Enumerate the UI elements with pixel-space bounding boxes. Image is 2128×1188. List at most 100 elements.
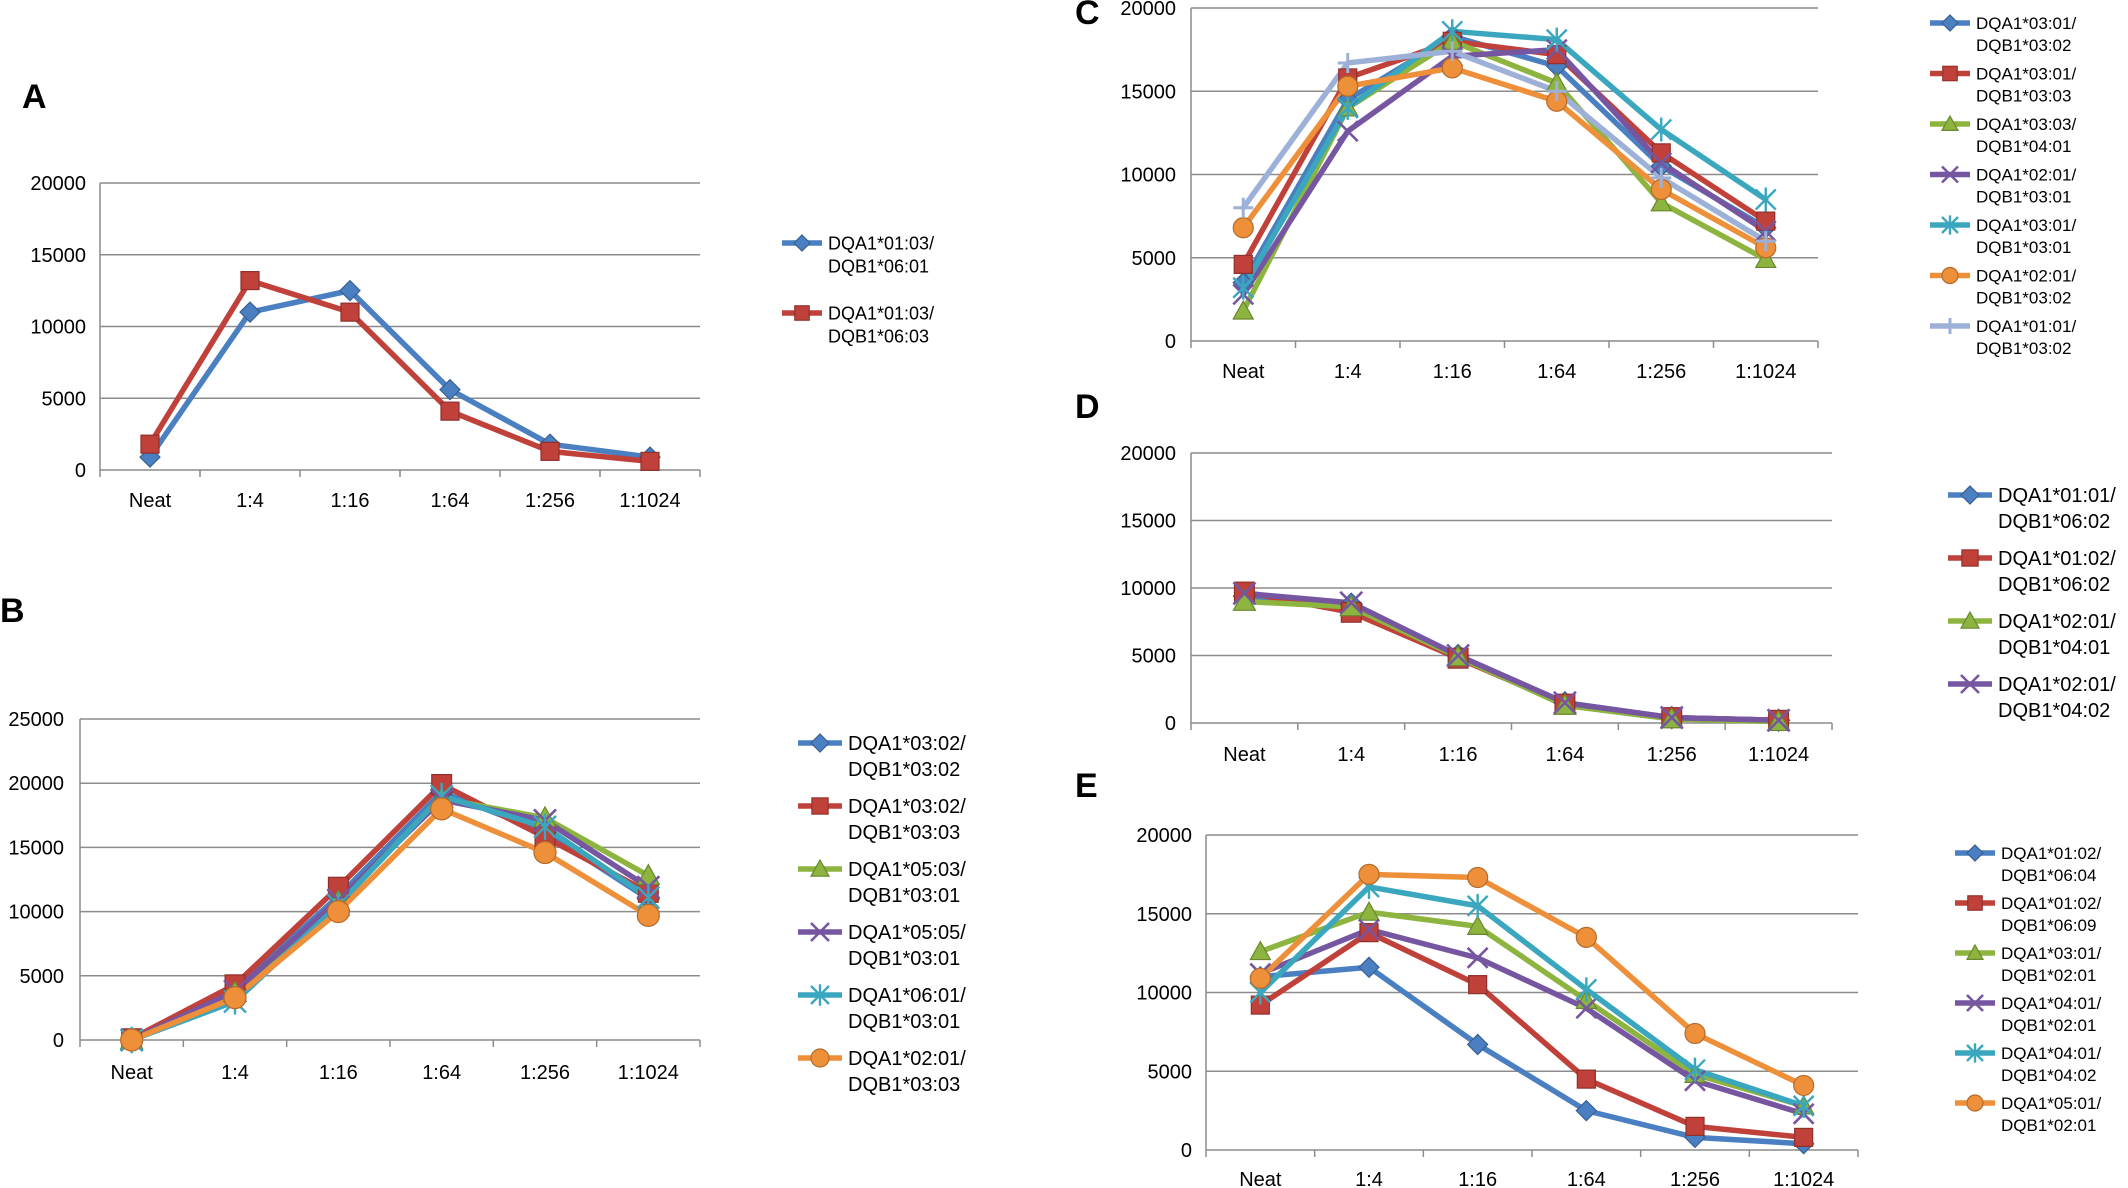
y-tick-label: 10000: [8, 902, 64, 924]
legend-entry: DQA1*01:02/DQB1*06:04: [1955, 844, 2101, 885]
data-point: [1233, 197, 1254, 218]
series-line-6: [128, 806, 652, 1043]
data-point: [140, 434, 160, 454]
legend-label: DQA1*01:02/DQB1*06:09: [2001, 894, 2101, 935]
legend-label: DQA1*03:01/DQB1*02:01: [2001, 944, 2101, 985]
x-tick-label: 1:1024: [1773, 1169, 1834, 1188]
data-point: [1232, 581, 1257, 606]
y-tick-label: 0: [1181, 1140, 1192, 1162]
legend-entry: DQA1*03:01/DQB1*03:03: [1930, 64, 2076, 106]
legend-entry: DQA1*06:01/DQB1*03:01: [798, 984, 966, 1033]
legend-marker: [1966, 1043, 1984, 1063]
series-line-4: [1241, 590, 1782, 724]
legend-marker: [809, 858, 831, 877]
y-tick-label: 10000: [30, 317, 86, 339]
legend-label: DQA1*03:01/DQB1*03:02: [1976, 14, 2076, 55]
x-tick-label: 1:16: [1433, 361, 1472, 383]
y-tick-label: 5000: [1132, 646, 1177, 668]
legend-marker: [810, 733, 830, 753]
data-point: [1793, 1074, 1815, 1097]
series-line-7: [1240, 48, 1769, 244]
data-point: [440, 401, 460, 421]
x-tick-label: 1:4: [1337, 744, 1365, 766]
data-point: [1575, 977, 1598, 1002]
data-point: [1650, 117, 1673, 142]
legend-entry: DQA1*01:01/DQB1*06:02: [1948, 485, 2116, 533]
y-tick-label: 15000: [1136, 904, 1192, 926]
series-line-5: [1257, 884, 1807, 1109]
data-point: [430, 797, 454, 821]
x-tick-label: 1:4: [236, 490, 264, 512]
x-tick-label: 1:256: [1647, 744, 1697, 766]
data-point: [1232, 217, 1254, 239]
data-point: [533, 813, 557, 841]
legend-entry: DQA1*02:01/DQB1*04:02: [1948, 674, 2116, 722]
data-point: [1575, 926, 1597, 948]
series-line-1: [1241, 593, 1782, 724]
chart-panel-c: C 0 5000 10000 15000 20000 Neat 1:4 1:16 1:64 1:25…: [1075, 0, 2076, 383]
data-point: [1553, 690, 1577, 715]
legend-label: DQA1*05:01/DQB1*02:01: [2001, 1094, 2101, 1135]
legend-marker: [1960, 485, 1980, 505]
chart-panel-b: B 0 5000 10000 15000 20000 25000 Neat 1:4 1:16 1:6…: [0, 592, 966, 1096]
data-point: [1754, 248, 1777, 269]
legend-label: DQA1*01:03/DQB1*06:03: [828, 303, 934, 346]
data-point: [1339, 590, 1364, 615]
legend-entry: DQA1*03:03/DQB1*04:01: [1930, 114, 2076, 156]
data-point: [1659, 705, 1684, 730]
series-line-2: [1257, 929, 1807, 1141]
data-point: [1766, 708, 1791, 733]
x-tick-label: 1:4: [1355, 1169, 1383, 1188]
y-tick-label: 0: [53, 1030, 64, 1052]
y-tick-label: 20000: [1120, 443, 1176, 465]
legend-entry: DQA1*02:01/DQB1*03:02: [1930, 266, 2076, 308]
series-line-3: [1257, 909, 1807, 1109]
data-point: [1754, 187, 1777, 212]
data-point: [1650, 191, 1673, 212]
chart-panel-e: E 0 5000 10000 15000 20000 Neat 1:4 1:16 1:64 1:25…: [1075, 767, 2101, 1188]
data-point: [636, 903, 660, 928]
legend-label: DQA1*03:01/DQB1*03:01: [1976, 216, 2076, 257]
legend-label: DQA1*02:01/DQB1*03:02: [1976, 266, 2076, 307]
y-tick-label: 5000: [20, 966, 65, 988]
x-tick-label: 1:4: [1334, 361, 1362, 383]
data-point: [533, 840, 557, 865]
legend-label: DQA1*01:03/DQB1*06:01: [828, 233, 934, 276]
x-tick-label: 1:1024: [1748, 744, 1809, 766]
legend-entry: DQA1*01:01/DQB1*03:02: [1930, 317, 2076, 358]
legend-entry: DQA1*03:01/DQB1*03:01: [1930, 215, 2076, 257]
y-tick-label: 15000: [8, 837, 64, 859]
legend-marker: [1959, 610, 1981, 629]
x-tick-label: 1:1024: [619, 490, 680, 512]
x-tick-label: 1:256: [1670, 1169, 1720, 1188]
legend-entry: DQA1*03:01/DQB1*02:01: [1955, 943, 2101, 985]
data-point: [326, 899, 350, 924]
data-point: [1684, 1057, 1706, 1082]
data-point: [1650, 151, 1673, 174]
data-point: [1651, 143, 1671, 163]
legend-label: DQA1*01:02/DQB1*06:02: [1998, 548, 2116, 596]
legend-label: DQA1*06:01/DQB1*03:01: [848, 985, 966, 1033]
data-point: [1466, 1033, 1489, 1056]
legend-label: DQA1*03:02/DQB1*03:03: [848, 796, 966, 844]
y-tick-label: 20000: [8, 773, 64, 795]
chart-panel-a: A 0 5000 10000 15000 20000 Neat 1:4 1:16 1:64 1:25…: [22, 78, 934, 512]
panel-letter: E: [1075, 767, 1098, 805]
data-point: [120, 1028, 144, 1052]
legend-marker: [1961, 549, 1979, 567]
y-tick-label: 15000: [30, 245, 86, 267]
series-line-5: [128, 793, 652, 1043]
series-line-1: [1257, 964, 1807, 1147]
data-point: [1233, 254, 1253, 275]
x-tick-label: 1:64: [422, 1062, 461, 1084]
series-line-4: [1240, 46, 1769, 298]
y-tick-label: 0: [1165, 713, 1176, 735]
series-line-2: [128, 781, 652, 1042]
legend-marker: [1941, 266, 1959, 285]
y-tick-label: 5000: [1132, 248, 1177, 270]
legend-marker: [1966, 844, 1984, 862]
data-point: [1357, 900, 1381, 921]
data-point: [1358, 956, 1380, 979]
series-line-2: [147, 277, 653, 465]
